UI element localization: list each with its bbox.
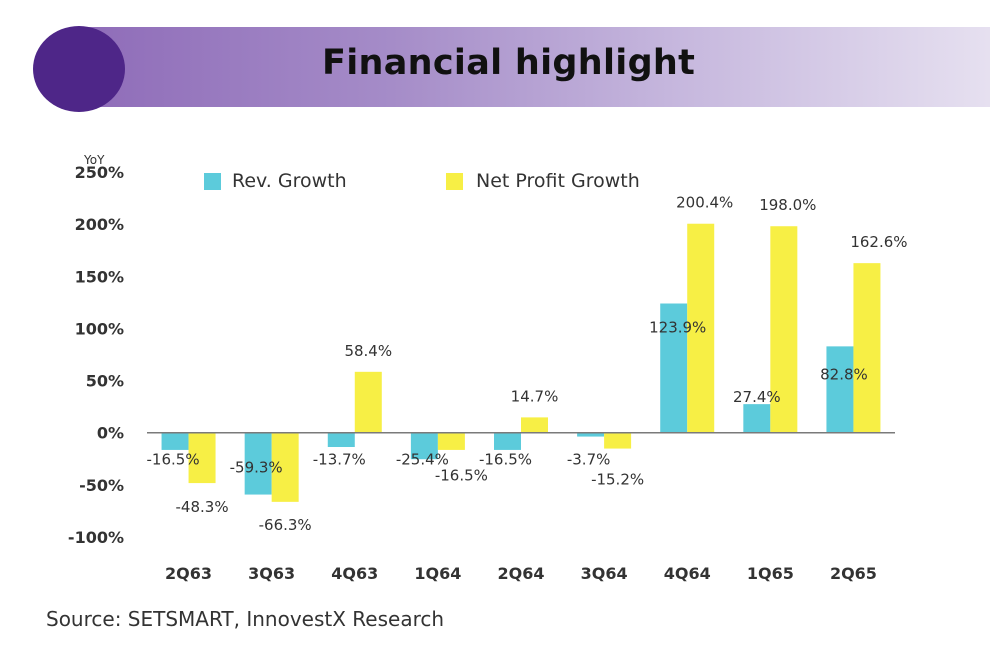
legend-swatch-net-profit-growth: [446, 173, 463, 190]
rev-growth-data-label: -13.7%: [313, 451, 366, 469]
page-title: Financial highlight: [322, 43, 696, 83]
rev-growth-data-label: -3.7%: [567, 451, 611, 469]
x-tick-label: 2Q63: [165, 564, 212, 583]
net-profit-growth-data-label: -16.5%: [435, 467, 488, 485]
x-tick-label: 4Q63: [331, 564, 378, 583]
y-tick-label: 200%: [75, 215, 124, 234]
chart-legend: Rev. Growth Net Profit Growth: [204, 170, 640, 192]
legend-label-net-profit-growth: Net Profit Growth: [476, 170, 640, 192]
y-tick-label: -50%: [79, 476, 124, 495]
rev-growth-bar: [494, 432, 521, 450]
x-tick-label: 2Q65: [830, 564, 877, 583]
rev-growth-data-label: 123.9%: [649, 319, 706, 337]
rev-growth-bar: [826, 346, 854, 433]
net-profit-growth-bar: [853, 263, 881, 433]
rev-growth-bar: [577, 432, 605, 437]
legend-label-rev-growth: Rev. Growth: [232, 170, 347, 192]
rev-growth-bar: [410, 432, 438, 460]
rev-growth-data-label: -25.4%: [396, 451, 449, 469]
rev-growth-bar: [244, 432, 272, 495]
source-note: Source: SETSMART, InnovestX Research: [46, 607, 445, 631]
header-band: [70, 27, 990, 107]
net-profit-growth-data-label: 14.7%: [511, 387, 559, 405]
y-tick-label: 50%: [86, 372, 124, 391]
net-profit-growth-bar: [604, 432, 632, 449]
net-profit-growth-data-label: -66.3%: [259, 516, 312, 534]
net-profit-growth-bar: [271, 432, 299, 502]
rev-growth-bar: [161, 432, 189, 450]
rev-growth-data-label: -59.3%: [230, 459, 283, 477]
x-tick-label: 1Q64: [414, 564, 461, 583]
net-profit-growth-bar: [521, 417, 548, 433]
rev-growth-data-label: 27.4%: [733, 388, 781, 406]
x-tick-label: 1Q65: [747, 564, 794, 583]
rev-growth-bar: [327, 432, 355, 448]
rev-growth-data-label: -16.5%: [147, 451, 200, 469]
net-profit-growth-data-label: 200.4%: [676, 194, 733, 212]
rev-growth-data-label: 82.8%: [820, 365, 868, 383]
y-tick-label: 0%: [97, 424, 124, 443]
x-axis-ticks: 2Q63 3Q63 4Q63 1Q64 2Q64 3Q64 4Q64 1Q65 2Q65: [165, 564, 877, 583]
net-profit-growth-data-label: -48.3%: [176, 498, 229, 516]
header-circle-decoration: [33, 26, 125, 112]
net-profit-growth-data-label: 198.0%: [759, 196, 816, 214]
rev-growth-data-label: -16.5%: [479, 451, 532, 469]
data-labels: -16.5% -59.3% -13.7% -25.4% -16.5% -3.7%123.9…: [147, 194, 908, 534]
x-tick-label: 2Q64: [498, 564, 545, 583]
y-tick-label: 150%: [75, 267, 124, 286]
net-profit-growth-bar: [687, 223, 715, 433]
net-profit-growth-data-label: -15.2%: [591, 471, 644, 489]
growth-bar-chart: YoY Rev. Growth Net Profit Growth -100%-…: [68, 153, 908, 583]
net-profit-growth-data-label: 58.4%: [344, 342, 392, 360]
x-tick-label: 4Q64: [664, 564, 711, 583]
y-unit-label: YoY: [83, 153, 105, 167]
legend-swatch-rev-growth: [204, 173, 221, 190]
net-profit-growth-bar: [188, 432, 216, 484]
net-profit-growth-bar: [437, 432, 465, 450]
y-axis-ticks: -100% -50% 0% 50% 100% 150% 200% 250%: [68, 163, 124, 547]
bars: [161, 223, 881, 502]
y-tick-label: 100%: [75, 319, 124, 338]
net-profit-growth-bar: [354, 371, 382, 433]
rev-growth-bar: [660, 303, 688, 433]
rev-growth-bar: [743, 404, 771, 433]
x-tick-label: 3Q63: [248, 564, 295, 583]
net-profit-growth-bar: [770, 226, 798, 433]
net-profit-growth-data-label: 162.6%: [850, 233, 907, 251]
y-tick-label: 250%: [75, 163, 124, 182]
y-tick-label: -100%: [68, 528, 124, 547]
x-tick-label: 3Q64: [581, 564, 628, 583]
